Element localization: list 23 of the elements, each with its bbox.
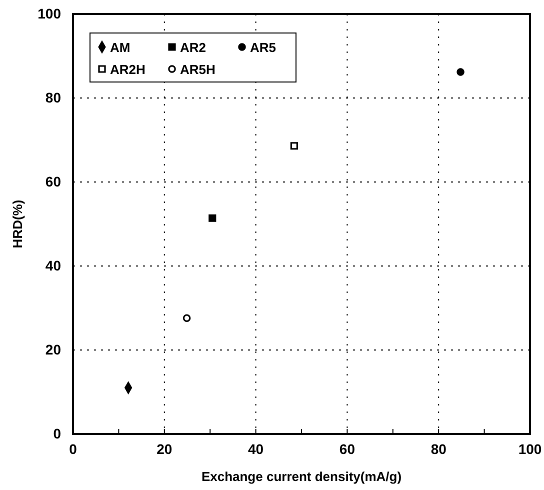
x-tick-label: 0 — [69, 440, 78, 457]
legend-label: AR2H — [110, 62, 146, 77]
legend-label: AR5 — [250, 40, 276, 55]
y-tick-label: 20 — [45, 341, 62, 358]
x-tick-label: 80 — [430, 440, 447, 457]
x-axis-title: Exchange current density(mA/g) — [201, 469, 402, 484]
y-tick-label: 40 — [45, 257, 62, 274]
legend-label: AR2 — [180, 40, 206, 55]
x-tick-label: 40 — [248, 440, 264, 457]
y-tick-label: 60 — [45, 173, 62, 190]
legend-label: AM — [110, 40, 130, 55]
x-tick-label: 20 — [156, 440, 172, 457]
point — [208, 214, 216, 222]
point — [456, 68, 464, 76]
y-axis-title: HRD(%) — [10, 200, 25, 248]
y-tick-label: 0 — [53, 425, 62, 442]
y-tick-label: 80 — [45, 89, 62, 106]
x-tick-label: 100 — [518, 440, 542, 457]
y-tick-label: 100 — [38, 5, 62, 22]
point — [182, 314, 191, 322]
point — [290, 142, 298, 150]
x-tick-label: 60 — [339, 440, 356, 457]
legend-label: AR5H — [180, 62, 216, 77]
